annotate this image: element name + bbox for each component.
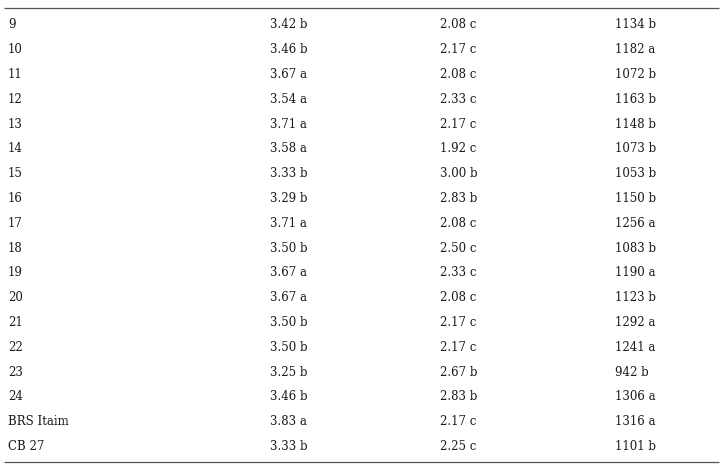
Text: 3.33 b: 3.33 b bbox=[270, 167, 307, 180]
Text: 2.17 c: 2.17 c bbox=[440, 43, 476, 56]
Text: 10: 10 bbox=[8, 43, 23, 56]
Text: 19: 19 bbox=[8, 266, 23, 280]
Text: 3.54 a: 3.54 a bbox=[270, 93, 307, 106]
Text: 1053 b: 1053 b bbox=[615, 167, 656, 180]
Text: 1190 a: 1190 a bbox=[615, 266, 656, 280]
Text: 9: 9 bbox=[8, 18, 15, 31]
Text: 3.25 b: 3.25 b bbox=[270, 366, 307, 379]
Text: 23: 23 bbox=[8, 366, 23, 379]
Text: 2.33 c: 2.33 c bbox=[440, 93, 476, 106]
Text: 2.08 c: 2.08 c bbox=[440, 68, 476, 81]
Text: 3.71 a: 3.71 a bbox=[270, 118, 307, 131]
Text: 1123 b: 1123 b bbox=[615, 291, 656, 304]
Text: 2.17 c: 2.17 c bbox=[440, 341, 476, 354]
Text: 3.46 b: 3.46 b bbox=[270, 391, 307, 404]
Text: 3.50 b: 3.50 b bbox=[270, 316, 307, 329]
Text: 1292 a: 1292 a bbox=[615, 316, 655, 329]
Text: 3.58 a: 3.58 a bbox=[270, 142, 307, 156]
Text: 3.42 b: 3.42 b bbox=[270, 18, 307, 31]
Text: 3.50 b: 3.50 b bbox=[270, 242, 307, 255]
Text: 17: 17 bbox=[8, 217, 23, 230]
Text: 1306 a: 1306 a bbox=[615, 391, 656, 404]
Text: 3.67 a: 3.67 a bbox=[270, 266, 307, 280]
Text: 3.46 b: 3.46 b bbox=[270, 43, 307, 56]
Text: 2.83 b: 2.83 b bbox=[440, 391, 477, 404]
Text: 2.17 c: 2.17 c bbox=[440, 316, 476, 329]
Text: 3.67 a: 3.67 a bbox=[270, 291, 307, 304]
Text: 1163 b: 1163 b bbox=[615, 93, 656, 106]
Text: 24: 24 bbox=[8, 391, 23, 404]
Text: BRS Itaim: BRS Itaim bbox=[8, 415, 69, 428]
Text: 1134 b: 1134 b bbox=[615, 18, 656, 31]
Text: 2.25 c: 2.25 c bbox=[440, 440, 476, 453]
Text: 11: 11 bbox=[8, 68, 22, 81]
Text: 1101 b: 1101 b bbox=[615, 440, 656, 453]
Text: 3.33 b: 3.33 b bbox=[270, 440, 307, 453]
Text: 3.71 a: 3.71 a bbox=[270, 217, 307, 230]
Text: 2.08 c: 2.08 c bbox=[440, 18, 476, 31]
Text: 2.17 c: 2.17 c bbox=[440, 415, 476, 428]
Text: 1.92 c: 1.92 c bbox=[440, 142, 476, 156]
Text: 20: 20 bbox=[8, 291, 23, 304]
Text: 3.83 a: 3.83 a bbox=[270, 415, 307, 428]
Text: 3.67 a: 3.67 a bbox=[270, 68, 307, 81]
Text: 3.50 b: 3.50 b bbox=[270, 341, 307, 354]
Text: 15: 15 bbox=[8, 167, 23, 180]
Text: 12: 12 bbox=[8, 93, 22, 106]
Text: 1150 b: 1150 b bbox=[615, 192, 656, 205]
Text: 22: 22 bbox=[8, 341, 22, 354]
Text: 3.29 b: 3.29 b bbox=[270, 192, 307, 205]
Text: 14: 14 bbox=[8, 142, 23, 156]
Text: 1241 a: 1241 a bbox=[615, 341, 655, 354]
Text: 2.08 c: 2.08 c bbox=[440, 217, 476, 230]
Text: 1182 a: 1182 a bbox=[615, 43, 655, 56]
Text: CB 27: CB 27 bbox=[8, 440, 44, 453]
Text: 2.50 c: 2.50 c bbox=[440, 242, 476, 255]
Text: 1073 b: 1073 b bbox=[615, 142, 656, 156]
Text: 1256 a: 1256 a bbox=[615, 217, 656, 230]
Text: 3.00 b: 3.00 b bbox=[440, 167, 478, 180]
Text: 18: 18 bbox=[8, 242, 22, 255]
Text: 2.67 b: 2.67 b bbox=[440, 366, 477, 379]
Text: 16: 16 bbox=[8, 192, 23, 205]
Text: 1072 b: 1072 b bbox=[615, 68, 656, 81]
Text: 21: 21 bbox=[8, 316, 22, 329]
Text: 2.83 b: 2.83 b bbox=[440, 192, 477, 205]
Text: 1148 b: 1148 b bbox=[615, 118, 656, 131]
Text: 1083 b: 1083 b bbox=[615, 242, 656, 255]
Text: 942 b: 942 b bbox=[615, 366, 649, 379]
Text: 2.33 c: 2.33 c bbox=[440, 266, 476, 280]
Text: 1316 a: 1316 a bbox=[615, 415, 656, 428]
Text: 13: 13 bbox=[8, 118, 23, 131]
Text: 2.08 c: 2.08 c bbox=[440, 291, 476, 304]
Text: 2.17 c: 2.17 c bbox=[440, 118, 476, 131]
